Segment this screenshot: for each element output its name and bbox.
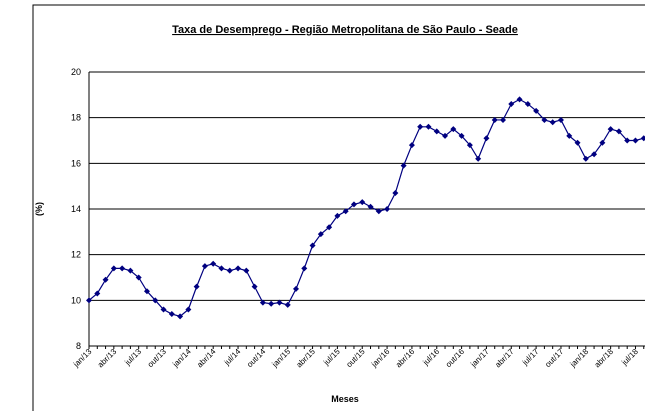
data-point	[475, 155, 482, 162]
y-tick-label: 20	[71, 67, 81, 77]
data-point	[86, 297, 92, 304]
data-point	[193, 283, 200, 290]
data-point	[624, 137, 631, 144]
data-point	[574, 139, 581, 146]
data-point	[549, 119, 556, 126]
data-point	[591, 151, 598, 158]
data-point	[541, 116, 548, 123]
data-point	[342, 208, 349, 215]
data-point	[458, 132, 465, 139]
data-point	[516, 96, 523, 103]
data-point	[599, 139, 606, 146]
chart-title: Taxa de Desemprego - Região Metropolitan…	[172, 24, 518, 36]
data-point	[177, 313, 184, 320]
data-point	[491, 116, 498, 123]
data-point	[243, 267, 250, 274]
y-tick-label: 16	[71, 158, 81, 168]
y-tick-label: 12	[71, 250, 81, 260]
data-point	[375, 208, 382, 215]
data-point	[185, 306, 192, 313]
data-point	[218, 265, 225, 272]
data-point	[110, 265, 117, 272]
data-point	[607, 126, 614, 133]
data-point	[433, 128, 440, 135]
data-point	[334, 212, 341, 219]
data-point	[417, 123, 424, 130]
y-tick-label: 18	[71, 113, 81, 123]
data-point	[94, 290, 101, 297]
data-point	[640, 135, 645, 142]
data-point	[632, 137, 639, 144]
data-point	[309, 242, 316, 249]
y-tick-label: 8	[76, 341, 81, 351]
data-point	[450, 126, 457, 133]
data-point	[524, 100, 531, 107]
data-point	[201, 263, 208, 270]
data-point	[127, 267, 134, 274]
data-point	[226, 267, 233, 274]
data-point	[400, 162, 407, 169]
data-point	[276, 299, 283, 306]
y-axis-title: (%)	[34, 202, 44, 216]
x-axis-title: Meses	[331, 394, 359, 404]
data-point	[392, 190, 399, 197]
y-tick-label: 10	[71, 295, 81, 305]
data-point	[251, 283, 258, 290]
data-point	[483, 135, 490, 142]
data-point	[500, 116, 506, 123]
data-point	[367, 203, 374, 210]
data-point	[119, 265, 126, 272]
data-point	[102, 276, 109, 283]
data-point	[508, 100, 515, 107]
data-point	[301, 265, 308, 272]
data-point	[408, 142, 415, 149]
data-point	[235, 265, 242, 272]
data-point	[259, 299, 266, 306]
data-point	[293, 285, 299, 292]
chart-frame	[32, 4, 645, 411]
data-point	[143, 288, 150, 295]
data-point	[425, 123, 432, 130]
data-point	[135, 274, 142, 281]
data-point	[566, 132, 573, 139]
data-point	[442, 132, 449, 139]
data-point	[326, 224, 333, 231]
data-point	[557, 116, 564, 123]
data-point	[350, 201, 357, 208]
data-point	[317, 231, 324, 238]
data-point	[533, 107, 540, 114]
data-point	[582, 155, 589, 162]
data-point	[168, 311, 175, 318]
data-point	[615, 128, 622, 135]
data-point	[210, 260, 217, 267]
data-point	[284, 301, 291, 308]
data-point	[152, 297, 159, 304]
data-point	[160, 306, 167, 313]
data-point	[268, 300, 275, 307]
data-point	[466, 142, 473, 149]
data-point	[359, 199, 366, 206]
y-tick-label: 14	[71, 204, 81, 214]
data-point	[384, 206, 391, 212]
